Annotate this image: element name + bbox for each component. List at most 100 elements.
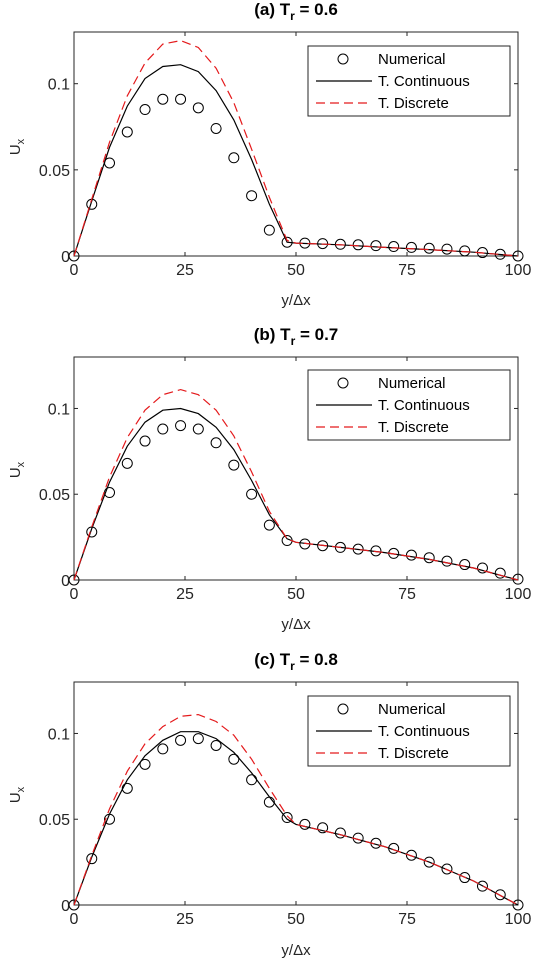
- numerical-point: [246, 488, 258, 500]
- legend-marker: [337, 377, 349, 389]
- x-tick-label: 75: [398, 262, 416, 279]
- x-tick-label: 75: [398, 586, 416, 603]
- y-tick-label: 0.05: [39, 487, 70, 504]
- numerical-point: [476, 880, 488, 892]
- numerical-point: [121, 457, 133, 469]
- numerical-point: [157, 743, 169, 755]
- numerical-point: [370, 240, 382, 252]
- numerical-point: [405, 241, 417, 253]
- numerical-point: [246, 190, 258, 202]
- numerical-point: [68, 250, 80, 262]
- numerical-point: [139, 435, 151, 447]
- svg-text:Ux: Ux: [7, 138, 27, 155]
- numerical-point: [423, 856, 435, 868]
- x-axis-label: y/Δx: [281, 292, 311, 309]
- y-axis-label: Ux: [7, 461, 27, 478]
- panel-title: (c) Tr = 0.8: [254, 650, 338, 673]
- panel-title: (a) Tr = 0.6: [254, 0, 338, 23]
- x-tick-label: 0: [70, 586, 79, 603]
- y-axis-label: Ux: [7, 786, 27, 803]
- panel-a: (a) Tr = 0.6 Ux y/Δx 0 25 50 75 10000.050.1 …: [7, 0, 531, 309]
- x-tick-label: 100: [505, 911, 532, 928]
- numerical-point: [121, 126, 133, 138]
- x-tick-label: 50: [287, 911, 305, 928]
- numerical-point: [192, 733, 204, 745]
- numerical-point: [317, 822, 329, 834]
- legend-marker: [337, 53, 349, 65]
- x-axis-label: y/Δx: [281, 942, 311, 959]
- numerical-point: [121, 782, 133, 794]
- continuous-line: [73, 407, 519, 581]
- legend: Numerical T. Continuous T. Discrete: [307, 695, 511, 767]
- legend: Numerical T. Continuous T. Discrete: [307, 45, 511, 117]
- numerical-point: [192, 102, 204, 114]
- plot-area: 0 25 50 75 100 0 0.05 0.1: [39, 356, 532, 603]
- x-tick-label: 50: [287, 586, 305, 603]
- x-tick-label: 25: [176, 911, 194, 928]
- numerical-point: [494, 567, 506, 579]
- numerical-point: [441, 863, 453, 875]
- numerical-point: [352, 239, 364, 251]
- panel-c: (c) Tr = 0.8 Ux y/Δx 0 25 50 75 10000.050.1 …: [7, 650, 531, 959]
- numerical-point: [263, 519, 275, 531]
- legend-label: T. Continuous: [378, 73, 470, 90]
- legend-label: T. Discrete: [378, 745, 449, 762]
- numerical-point: [423, 552, 435, 564]
- numerical-point: [459, 872, 471, 884]
- y-tick-label: 0: [61, 573, 70, 590]
- y-tick-label: 0.1: [48, 77, 70, 94]
- numerical-point: [388, 241, 400, 253]
- discrete-line: [73, 713, 519, 906]
- numerical-point: [281, 812, 293, 824]
- y-tick-label: 0.05: [39, 163, 70, 180]
- x-tick-label: 100: [505, 262, 532, 279]
- x-tick-label: 0: [70, 911, 79, 928]
- numerical-point: [68, 574, 80, 586]
- discrete-line: [73, 39, 519, 257]
- legend: Numerical T. Continuous T. Discrete: [307, 369, 511, 441]
- legend-label: Numerical: [378, 51, 446, 68]
- numerical-point: [299, 818, 311, 830]
- y-tick-label: 0.1: [48, 401, 70, 418]
- x-tick-label: 50: [287, 262, 305, 279]
- legend-label: T. Discrete: [378, 419, 449, 436]
- x-tick-label: 25: [176, 262, 194, 279]
- numerical-point: [476, 562, 488, 574]
- numerical-point: [263, 224, 275, 236]
- numerical-point: [139, 758, 151, 770]
- x-tick-label: 75: [398, 911, 416, 928]
- discrete-line: [73, 388, 519, 581]
- numerical-point: [175, 420, 187, 432]
- numerical-point: [459, 559, 471, 571]
- numerical-point: [157, 423, 169, 435]
- numerical-point: [405, 849, 417, 861]
- numerical-point: [441, 243, 453, 255]
- svg-text:Ux: Ux: [7, 786, 27, 803]
- numerical-point: [175, 734, 187, 746]
- numerical-point: [494, 889, 506, 901]
- x-tick-label: 25: [176, 586, 194, 603]
- plot-area: 0 25 50 75 100 0 0.05 0.1: [39, 681, 532, 928]
- numerical-point: [423, 242, 435, 254]
- numerical-point: [228, 753, 240, 765]
- plot-area: 0 25 50 75 100 0 0.05 0.1: [39, 31, 532, 279]
- svg-text:Ux: Ux: [7, 461, 27, 478]
- numerical-point: [246, 774, 258, 786]
- numerical-point: [139, 104, 151, 116]
- x-tick-label: 0: [70, 262, 79, 279]
- legend-label: Numerical: [378, 701, 446, 718]
- y-tick-label: 0.1: [48, 726, 70, 743]
- legend-label: T. Discrete: [378, 95, 449, 112]
- numerical-point: [86, 853, 98, 865]
- panel-b: (b) Tr = 0.7 Ux y/Δx 0 25 50 75 10000.050.1 …: [7, 325, 531, 633]
- numerical-point: [157, 93, 169, 105]
- numerical-point: [210, 122, 222, 134]
- y-tick-label: 0: [61, 898, 70, 915]
- numerical-point: [210, 739, 222, 751]
- numerical-point: [192, 423, 204, 435]
- numerical-point: [228, 152, 240, 164]
- numerical-point: [459, 245, 471, 257]
- legend-label: T. Continuous: [378, 397, 470, 414]
- numerical-point: [512, 899, 524, 911]
- x-tick-label: 100: [505, 586, 532, 603]
